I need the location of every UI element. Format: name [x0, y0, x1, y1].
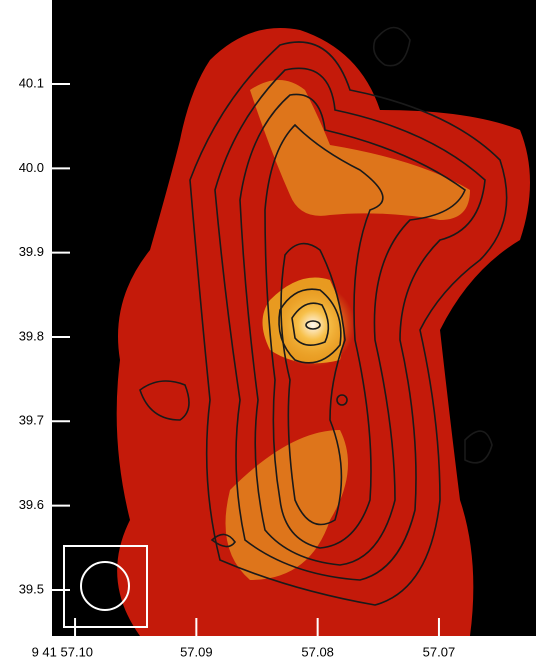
contour	[280, 242, 346, 526]
contour	[291, 302, 330, 346]
contour	[305, 320, 321, 330]
image	[52, 0, 536, 636]
contour	[264, 123, 384, 549]
contour	[278, 288, 342, 364]
beam-box	[63, 545, 148, 628]
contour	[210, 533, 236, 548]
y-tick-label: 40.0	[19, 160, 44, 175]
contour	[214, 67, 486, 581]
y-tick-label: 39.6	[19, 497, 44, 512]
y-tick-label: 39.9	[19, 244, 44, 259]
x-tick-label: 57.08	[301, 644, 334, 659]
contours	[139, 26, 508, 606]
contour	[464, 430, 493, 464]
y-tick-label: 39.7	[19, 413, 44, 428]
x-tick-label: 9 41 57.10	[32, 644, 93, 659]
emission-core	[271, 283, 355, 367]
y-tick-label: 39.5	[19, 581, 44, 596]
x-tick-label: 57.07	[423, 644, 456, 659]
contour	[189, 41, 508, 606]
contour	[372, 26, 411, 67]
y-tick-label: 39.8	[19, 328, 44, 343]
beam	[80, 561, 130, 611]
emission-patch	[250, 80, 470, 220]
y-tick-label: 40.1	[19, 75, 44, 90]
x-tick-label: 57.09	[180, 644, 213, 659]
contour	[239, 93, 466, 566]
contour	[336, 394, 348, 406]
contour	[139, 380, 190, 421]
